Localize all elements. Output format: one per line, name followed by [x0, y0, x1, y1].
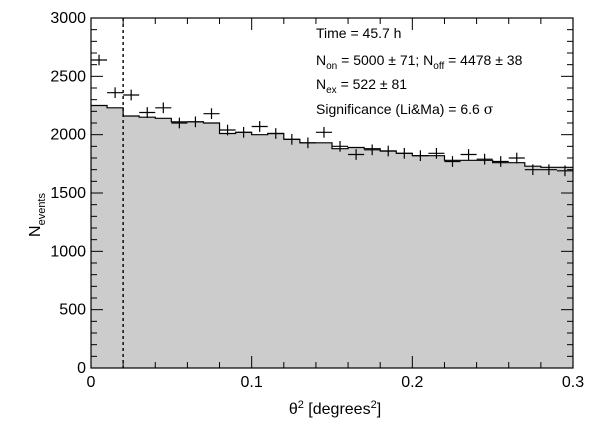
y-tick-label: 3000 [50, 10, 86, 27]
axis-labels: θ2 [degrees2] Nevents [27, 193, 381, 418]
on-data-point [412, 150, 429, 162]
on-data-point [139, 107, 156, 118]
on-data-point [396, 147, 413, 159]
y-tick-label: 1500 [50, 185, 86, 202]
y-axis-label: Nevents [27, 193, 48, 237]
x-tick-label: 0 [87, 374, 96, 391]
on-data-point [187, 116, 204, 128]
on-data-point [492, 156, 509, 167]
annotation-excess: Nex = 522 ± 81 [316, 76, 407, 96]
on-data-point [203, 108, 220, 120]
annotation-counts: Non = 5000 ± 71; Noff = 4478 ± 38 [316, 52, 523, 72]
axis-ticks: 0 0.1 0.2 0.3 0 500 1000 1500 2000 2500 3000 [50, 10, 584, 391]
y-tick-label: 2000 [50, 127, 86, 144]
x-axis-label: θ2 [degrees2] [289, 399, 381, 418]
on-data-point [299, 137, 316, 149]
on-data-point [219, 124, 236, 136]
on-data-point [556, 165, 573, 177]
on-data-point [476, 153, 493, 165]
on-data-point [251, 121, 268, 132]
on-data-point [315, 126, 332, 138]
on-data-point [364, 144, 381, 156]
on-data-point [171, 117, 188, 129]
x-tick-label: 0.1 [241, 374, 263, 391]
on-data-point [540, 164, 557, 176]
y-tick-label: 2500 [50, 68, 86, 85]
on-data-point [283, 133, 300, 145]
on-data-point [155, 102, 172, 114]
on-data-point [91, 54, 108, 66]
on-data-point [332, 140, 349, 152]
on-data-point [428, 147, 445, 159]
on-data-point [508, 152, 525, 164]
on-data-point [524, 164, 541, 176]
on-data-point [444, 156, 461, 167]
y-tick-label: 0 [77, 360, 86, 377]
x-tick-label: 0.2 [401, 374, 423, 391]
annotation-box: Time = 45.7 h Non = 5000 ± 71; Noff = 44… [316, 25, 523, 118]
plot-area [91, 18, 573, 368]
on-data-point [267, 128, 284, 139]
on-data-point [235, 126, 252, 138]
x-tick-label: 0.3 [562, 374, 584, 391]
annotation-time: Time = 45.7 h [316, 25, 401, 41]
on-data-point [123, 89, 140, 101]
y-tick-label: 500 [59, 302, 86, 319]
y-tick-label: 1000 [50, 243, 86, 260]
on-data-point [380, 145, 397, 157]
on-data-point [348, 149, 365, 160]
on-data-point [107, 87, 124, 99]
annotation-significance: Significance (Li&Ma) = 6.6 σ [316, 101, 494, 118]
on-data-point [460, 149, 477, 160]
off-histogram-fill [91, 105, 573, 368]
